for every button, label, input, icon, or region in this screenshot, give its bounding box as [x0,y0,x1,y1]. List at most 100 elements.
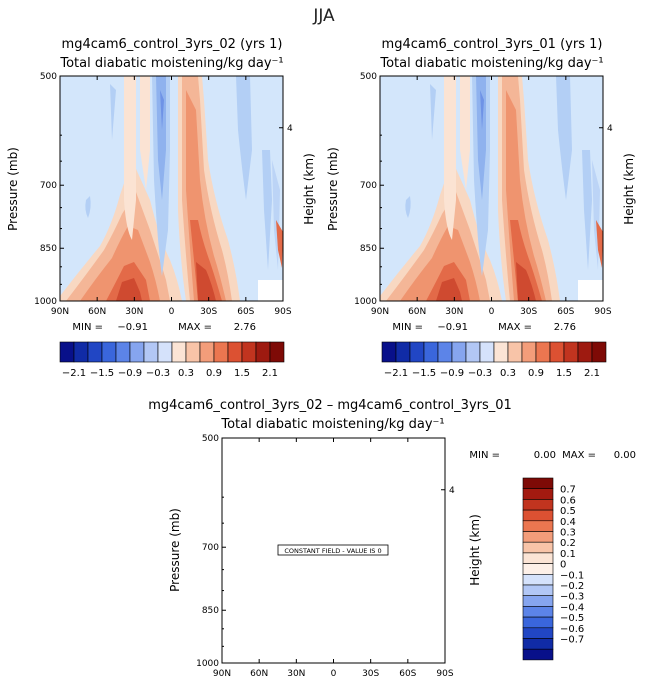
panel-diff: mg4cam6_control_3yrs_02 – mg4cam6_contro… [148,398,636,679]
colorbar-label: 2.1 [584,368,600,379]
colorbar-swatch [493,341,509,363]
panel-right-subtitle: Total diabatic moistening/kg day⁻¹ [379,56,603,71]
colorbar-swatch [522,552,554,564]
y-tick-label: 1000 [196,659,219,669]
x-tick-label: 60N [88,307,106,317]
colorbar-label: −0.7 [560,635,584,646]
height-tick-label: 4 [607,124,613,134]
panel-left-colorbar: −2.1 −1.5 −0.9 −0.3 0.3 0.9 1.5 2.1 [59,341,285,379]
colorbar-swatch [171,341,187,363]
colorbar-label: −2.1 [384,368,408,379]
colorbar-label: 0.2 [560,538,576,549]
panel-left-max-value: 2.76 [234,322,256,333]
colorbar-swatch [522,573,554,586]
panel-right-title: mg4cam6_control_3yrs_01 (yrs 1) [382,37,603,52]
colorbar-swatch [143,341,159,363]
colorbar-swatch [522,595,554,607]
panel-left-field [60,76,283,301]
colorbar-label: −1.5 [90,368,114,379]
panel-diff-subtitle: Total diabatic moistening/kg day⁻¹ [220,417,444,432]
panel-diff-colorbar: 0.70.60.50.40.30.20.10−0.1−0.2−0.3−0.4−0… [522,477,584,661]
colorbar-swatch [465,341,481,363]
colorbar-swatch [507,341,523,363]
colorbar-swatch [522,606,554,618]
colorbar-swatch [255,341,271,363]
panel-right-ylabel-right: Height (km) [622,153,636,224]
y-tick-label: 850 [202,606,219,616]
colorbar-swatch [59,341,75,363]
colorbar-swatch [563,341,579,363]
colorbar-swatch [522,520,554,532]
panel-left-max-label: MAX = [178,322,212,333]
x-tick-label: 90N [51,307,69,317]
colorbar-label: 0.3 [560,528,576,539]
colorbar-swatch [381,341,397,363]
panel-right: mg4cam6_control_3yrs_01 (yrs 1) Total di… [326,37,636,379]
panel-diff-ticks: 90N 60N 30N 0 30S 60S 90S 500 700 850 1000 4 [196,434,455,679]
panel-left-min-label: MIN = [72,322,103,333]
x-tick-label: 60N [408,307,426,317]
panel-diff-max-label: MAX = [562,450,596,461]
constant-field-box [277,544,389,556]
colorbar-label: 0.3 [178,368,194,379]
x-tick-label: 60S [399,669,416,679]
x-tick-label: 0 [331,669,337,679]
colorbar-swatch [522,531,554,543]
x-tick-label: 0 [169,307,175,317]
y-tick-label: 500 [202,434,219,444]
panel-left-title: mg4cam6_control_3yrs_02 (yrs 1) [62,37,283,52]
y-tick-label: 500 [360,72,377,82]
panel-left-ylabel-right: Height (km) [302,153,316,224]
y-tick-label: 500 [40,72,57,82]
colorbar-swatch [241,341,257,363]
y-tick-label: 700 [40,181,57,191]
x-tick-label: 30S [200,307,217,317]
colorbar-label: −0.4 [560,602,584,613]
colorbar-swatch [522,541,554,554]
x-tick-label: 30N [125,307,143,317]
colorbar-label: −0.1 [560,570,584,581]
y-tick-label: 1000 [34,297,57,307]
colorbar-label: 0.5 [560,506,576,517]
colorbar-swatch [199,341,215,363]
constant-field-note: CONSTANT FIELD - VALUE IS 0 [284,547,381,555]
y-tick-label: 1000 [354,297,377,307]
colorbar-label: −0.5 [560,613,584,624]
y-tick-label: 700 [202,543,219,553]
panel-right-max-label: MAX = [498,322,532,333]
colorbar-label: −0.9 [118,368,142,379]
height-tick-label: 4 [287,124,293,134]
colorbar-label: −0.3 [146,368,170,379]
panel-left-ticks: 90N 60N 30N 0 30S 60S 90S 500 700 850 1000 4 [34,72,293,317]
y-tick-label: 850 [360,244,377,254]
panel-diff-max-value: 0.00 [614,450,636,461]
x-tick-label: 60S [557,307,574,317]
colorbar-swatch [423,341,439,363]
colorbar-label: −1.5 [412,368,436,379]
panel-diff-ylabel-right: Height (km) [468,514,482,585]
panel-right-field [380,76,603,301]
colorbar-label: −2.1 [62,368,86,379]
colorbar-swatch [522,638,554,650]
colorbar-swatch [522,477,554,489]
y-tick-label: 700 [360,181,377,191]
colorbar-label: −0.9 [440,368,464,379]
colorbar-swatch [409,341,425,363]
colorbar-swatch [521,341,537,363]
x-tick-label: 90N [213,669,231,679]
colorbar-label: 0.3 [500,368,516,379]
colorbar-label: 1.5 [234,368,250,379]
panel-left-ylabel: Pressure (mb) [6,147,20,231]
x-tick-label: 90S [274,307,291,317]
panel-diff-title: mg4cam6_control_3yrs_02 – mg4cam6_contro… [148,398,512,413]
colorbar-swatch [269,341,285,363]
height-tick-label: 4 [449,486,455,496]
y-tick-label: 850 [40,244,57,254]
x-tick-label: 90S [436,669,453,679]
colorbar-swatch [157,341,173,363]
panel-diff-min-value: 0.00 [534,450,556,461]
panel-right-ticks: 90N 60N 30N 0 30S 60S 90S 500 700 850 1000 4 [354,72,613,317]
x-tick-label: 30N [445,307,463,317]
colorbar-swatch [522,584,554,596]
